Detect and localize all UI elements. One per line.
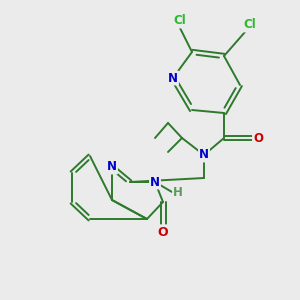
Text: N: N xyxy=(199,148,209,161)
Text: Cl: Cl xyxy=(244,19,256,32)
Text: Cl: Cl xyxy=(174,14,186,28)
Text: N: N xyxy=(168,71,178,85)
Text: O: O xyxy=(253,131,263,145)
Text: H: H xyxy=(173,185,183,199)
Text: N: N xyxy=(150,176,160,188)
Text: N: N xyxy=(107,160,117,173)
Text: O: O xyxy=(158,226,168,238)
